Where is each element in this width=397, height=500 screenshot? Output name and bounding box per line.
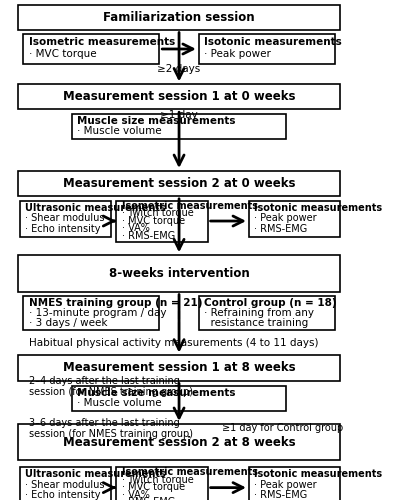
Text: · MVC torque: · MVC torque bbox=[122, 216, 185, 226]
Text: Measurement session 1 at 8 weeks: Measurement session 1 at 8 weeks bbox=[63, 362, 295, 374]
FancyBboxPatch shape bbox=[20, 467, 111, 500]
Text: ≥1 day: ≥1 day bbox=[160, 110, 198, 120]
Text: Isometric measurements: Isometric measurements bbox=[122, 200, 258, 210]
Text: Ultrasonic measurements: Ultrasonic measurements bbox=[25, 203, 166, 213]
FancyBboxPatch shape bbox=[23, 34, 159, 64]
Text: · Twitch torque: · Twitch torque bbox=[122, 475, 193, 485]
FancyBboxPatch shape bbox=[18, 84, 340, 110]
Text: Isotonic measurements: Isotonic measurements bbox=[254, 203, 382, 213]
Text: Isometric measurements: Isometric measurements bbox=[29, 38, 175, 48]
Text: · RMS-EMG: · RMS-EMG bbox=[254, 490, 308, 500]
FancyBboxPatch shape bbox=[249, 200, 340, 237]
Text: · Twitch torque: · Twitch torque bbox=[122, 208, 193, 218]
Text: Measurement session 2 at 0 weeks: Measurement session 2 at 0 weeks bbox=[63, 177, 295, 190]
Text: · Peak power: · Peak power bbox=[254, 213, 317, 223]
FancyBboxPatch shape bbox=[116, 467, 208, 500]
Text: resistance training: resistance training bbox=[204, 318, 308, 328]
Text: Isotonic measurements: Isotonic measurements bbox=[254, 470, 382, 480]
Text: ≥2 days: ≥2 days bbox=[158, 64, 200, 74]
Text: · Echo intensity: · Echo intensity bbox=[25, 490, 100, 500]
Text: · VA%: · VA% bbox=[122, 223, 150, 233]
FancyBboxPatch shape bbox=[199, 296, 335, 330]
Text: Muscle size measurements: Muscle size measurements bbox=[77, 388, 235, 398]
Text: Measurement session 1 at 0 weeks: Measurement session 1 at 0 weeks bbox=[63, 90, 295, 104]
FancyBboxPatch shape bbox=[71, 114, 287, 139]
Text: Ultrasonic measurements: Ultrasonic measurements bbox=[25, 470, 166, 480]
Text: · Muscle volume: · Muscle volume bbox=[77, 398, 162, 408]
Text: NMES training group (n = 21): NMES training group (n = 21) bbox=[29, 298, 202, 308]
Text: 8-weeks intervention: 8-weeks intervention bbox=[109, 267, 249, 280]
Text: Isotonic measurements: Isotonic measurements bbox=[204, 38, 342, 48]
FancyBboxPatch shape bbox=[20, 200, 111, 237]
FancyBboxPatch shape bbox=[18, 171, 340, 196]
FancyBboxPatch shape bbox=[249, 467, 340, 500]
Text: 3–6 days after the last training
session (for NMES training group): 3–6 days after the last training session… bbox=[29, 418, 193, 439]
FancyBboxPatch shape bbox=[18, 255, 340, 292]
FancyBboxPatch shape bbox=[23, 296, 159, 330]
Text: Measurement session 2 at 8 weeks: Measurement session 2 at 8 weeks bbox=[63, 436, 295, 448]
Text: 2–4 days after the last training
session (for NMES training group): 2–4 days after the last training session… bbox=[29, 376, 193, 398]
Text: · Peak power: · Peak power bbox=[204, 50, 271, 59]
Text: · Shear modulus: · Shear modulus bbox=[25, 213, 104, 223]
Text: Isometric measurements: Isometric measurements bbox=[122, 468, 258, 477]
FancyBboxPatch shape bbox=[199, 34, 335, 64]
Text: Habitual physical activity measurements (4 to 11 days): Habitual physical activity measurements … bbox=[29, 338, 318, 347]
Text: · Muscle volume: · Muscle volume bbox=[77, 126, 162, 136]
Text: · Refraining from any: · Refraining from any bbox=[204, 308, 314, 318]
Text: · Echo intensity: · Echo intensity bbox=[25, 224, 100, 234]
FancyBboxPatch shape bbox=[18, 424, 340, 461]
Text: · Shear modulus: · Shear modulus bbox=[25, 480, 104, 490]
Text: · 13-minute program / day: · 13-minute program / day bbox=[29, 308, 166, 318]
Text: · MVC torque: · MVC torque bbox=[122, 482, 185, 492]
Text: · Peak power: · Peak power bbox=[254, 480, 317, 490]
Text: · MVC torque: · MVC torque bbox=[29, 50, 96, 59]
Text: · RMS-EMG: · RMS-EMG bbox=[122, 230, 175, 240]
Text: Familiarization session: Familiarization session bbox=[103, 10, 255, 24]
Text: · VA%: · VA% bbox=[122, 490, 150, 500]
FancyBboxPatch shape bbox=[116, 200, 208, 241]
FancyBboxPatch shape bbox=[71, 386, 287, 411]
Text: ≥1 day for Control group: ≥1 day for Control group bbox=[222, 424, 343, 434]
Text: Muscle size measurements: Muscle size measurements bbox=[77, 116, 235, 126]
Text: Control group (n = 18): Control group (n = 18) bbox=[204, 298, 337, 308]
FancyBboxPatch shape bbox=[18, 4, 340, 29]
Text: · RMS-EMG: · RMS-EMG bbox=[254, 224, 308, 234]
Text: · RMS-EMG: · RMS-EMG bbox=[122, 497, 175, 500]
Text: · 3 days / week: · 3 days / week bbox=[29, 318, 107, 328]
FancyBboxPatch shape bbox=[18, 356, 340, 380]
